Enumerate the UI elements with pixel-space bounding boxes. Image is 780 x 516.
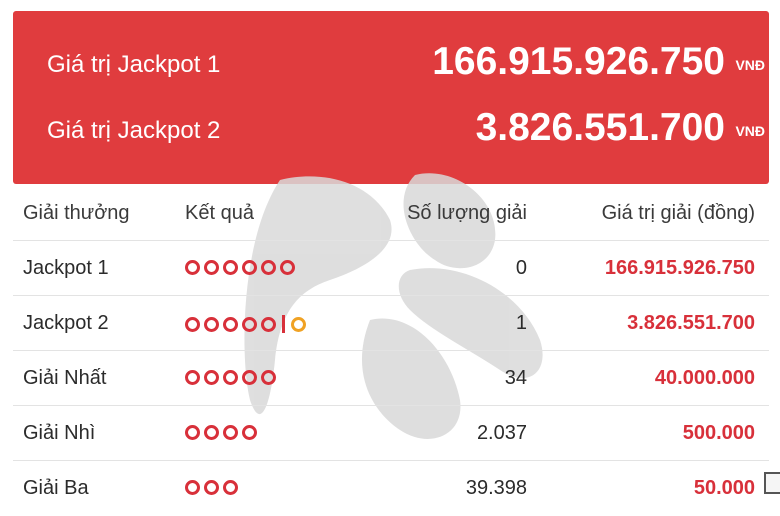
table-row: Giải Nhất 34 40.000.000 <box>13 351 769 406</box>
ball-icon <box>280 260 295 275</box>
ball-icon <box>223 260 238 275</box>
prize-name: Jackpot 2 <box>23 312 109 334</box>
ball-icon <box>204 370 219 385</box>
result-balls <box>185 480 242 495</box>
jackpot-2-value: 3.826.551.700 <box>475 106 725 149</box>
ball-icon <box>261 370 276 385</box>
header-result: Kết quả <box>185 202 254 224</box>
jackpot-1-value: 166.915.926.750 <box>432 40 725 83</box>
jackpot-panel: Giá trị Jackpot 1 166.915.926.750 VNĐ Gi… <box>13 11 769 184</box>
prize-name: Giải Nhì <box>23 422 96 444</box>
ball-icon <box>242 260 257 275</box>
header-value: Giá trị giải (đồng) <box>601 202 755 224</box>
ball-icon <box>185 480 200 495</box>
winner-count: 34 <box>504 367 527 389</box>
result-balls <box>185 260 299 275</box>
prize-name: Giải Nhất <box>23 367 107 389</box>
table-header-row: Giải thưởng Kết quả Số lượng giải Giá tr… <box>13 186 769 241</box>
jackpot-2-row: Giá trị Jackpot 2 3.826.551.700 VNĐ <box>13 104 769 154</box>
table-row: Giải Nhì 2.037 500.000 <box>13 406 769 461</box>
result-balls <box>185 425 261 440</box>
jackpot-2-label: Giá trị Jackpot 2 <box>47 117 221 144</box>
ball-icon <box>223 425 238 440</box>
prize-value: 50.000 <box>693 477 755 499</box>
scroll-corner-icon <box>764 472 780 494</box>
separator-icon <box>282 315 285 333</box>
ball-icon <box>185 260 200 275</box>
result-balls <box>185 370 280 385</box>
ball-icon <box>204 425 219 440</box>
ball-icon <box>242 316 257 332</box>
prize-value: 166.915.926.750 <box>604 257 755 279</box>
jackpot-1-row: Giá trị Jackpot 1 166.915.926.750 VNĐ <box>13 38 769 88</box>
ball-icon <box>204 316 219 332</box>
ball-icon <box>223 370 238 385</box>
winner-count: 2.037 <box>476 422 527 444</box>
table-row: Jackpot 1 0 166.915.926.750 <box>13 241 769 296</box>
winner-count: 1 <box>515 312 527 334</box>
jackpot-2-unit: VNĐ <box>735 123 765 139</box>
jackpot-1-label: Giá trị Jackpot 1 <box>47 51 221 78</box>
ball-icon <box>242 425 257 440</box>
ball-icon <box>242 370 257 385</box>
prize-value: 3.826.551.700 <box>627 312 755 334</box>
header-prize: Giải thưởng <box>23 202 130 224</box>
table-row: Giải Ba 39.398 50.000 <box>13 461 769 515</box>
extra-ball-icon <box>291 316 306 332</box>
ball-icon <box>223 480 238 495</box>
prize-value: 40.000.000 <box>654 367 755 389</box>
jackpot-1-unit: VNĐ <box>735 57 765 73</box>
ball-icon <box>185 316 200 332</box>
header-count: Số lượng giải <box>407 202 527 224</box>
result-balls <box>185 315 310 333</box>
prize-name: Giải Ba <box>23 477 89 499</box>
results-table: Giải thưởng Kết quả Số lượng giải Giá tr… <box>13 186 769 515</box>
ball-icon <box>261 260 276 275</box>
ball-icon <box>261 316 276 332</box>
ball-icon <box>204 260 219 275</box>
prize-value: 500.000 <box>682 422 755 444</box>
ball-icon <box>204 480 219 495</box>
winner-count: 39.398 <box>465 477 527 499</box>
winner-count: 0 <box>515 257 527 279</box>
ball-icon <box>185 370 200 385</box>
ball-icon <box>185 425 200 440</box>
prize-name: Jackpot 1 <box>23 257 109 279</box>
ball-icon <box>223 316 238 332</box>
table-row: Jackpot 2 1 3.826.551.700 <box>13 296 769 351</box>
